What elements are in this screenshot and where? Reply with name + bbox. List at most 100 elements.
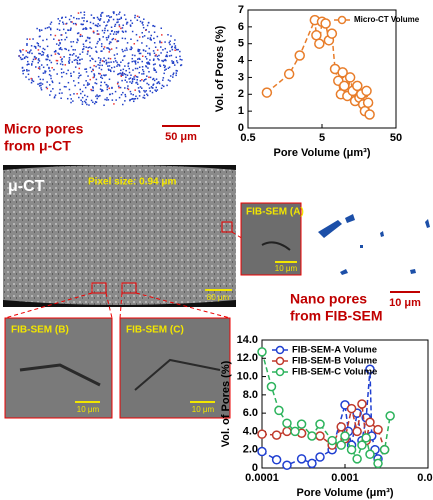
pore-dot [39, 78, 42, 81]
pore-dot [138, 66, 141, 68]
pore-dot [138, 95, 141, 97]
pore-dot [27, 73, 30, 76]
pore-dot [173, 64, 176, 66]
pore-dot [96, 30, 99, 32]
pore-dot [65, 72, 68, 75]
pore-dot [158, 54, 160, 57]
pore-dot [165, 54, 168, 56]
pore-dot [40, 88, 43, 91]
pore-dot [176, 61, 179, 64]
pore-dot [28, 63, 30, 66]
micro-label: Micro pores [4, 121, 84, 137]
pore-dot [135, 33, 138, 36]
pore-dot [147, 63, 149, 65]
pore-dot [142, 49, 145, 51]
pore-dot [135, 95, 137, 98]
pore-dot [35, 66, 37, 68]
pore-dot [83, 27, 85, 30]
pore-dot [38, 60, 41, 62]
pore-dot [73, 53, 75, 55]
pore-dot [147, 83, 150, 86]
pore-dot [156, 35, 159, 38]
pore-dot [101, 60, 104, 62]
ct-sample [3, 165, 236, 305]
pore-dot [78, 67, 81, 70]
data-point [282, 460, 292, 471]
pore-dot [46, 38, 48, 41]
pore-dot [60, 72, 63, 74]
pore-dot [167, 79, 170, 81]
pore-dot [92, 101, 94, 103]
pore-dot [110, 61, 112, 63]
pore-dot [40, 54, 43, 56]
pore-dot [99, 62, 101, 64]
pore-dot [153, 42, 156, 44]
pore-dot [70, 21, 72, 23]
pore-dot [105, 99, 108, 101]
pore-dot [79, 88, 82, 91]
pore-dot [40, 64, 43, 66]
pore-dot [88, 83, 91, 85]
pore-dot [76, 62, 79, 64]
x-tick-label: 0.0001 [245, 472, 279, 484]
pore-dot [95, 82, 98, 85]
data-point [365, 364, 375, 375]
pore-dot [46, 45, 49, 48]
pore-dot [124, 49, 126, 52]
pore-dot [85, 28, 88, 30]
pore-dot [58, 29, 61, 31]
pore-dot [92, 17, 95, 19]
pore-dot [99, 24, 101, 27]
pore-dot [31, 79, 33, 82]
pore-dot [70, 27, 72, 29]
pore-dot [165, 59, 167, 62]
pore-dot [153, 58, 155, 60]
pore-dot [58, 92, 61, 95]
data-point [315, 419, 325, 429]
pore-dot [148, 76, 150, 79]
pore-dot [107, 35, 110, 37]
pore-dot [132, 69, 134, 71]
pore-dot [111, 66, 113, 69]
scale-label: 10 μm [389, 297, 421, 309]
pore-dot [72, 49, 74, 51]
pore-dot [98, 67, 101, 69]
pore-dot [164, 58, 167, 61]
pore-dot [168, 66, 171, 68]
pore-dot [70, 45, 73, 48]
pore-dot [110, 41, 112, 44]
pore-dot [158, 82, 161, 85]
pore-dot [135, 82, 137, 84]
pore-dot [141, 66, 144, 68]
pore-dot [39, 52, 41, 55]
pore-dot [94, 82, 96, 84]
pore-dot [107, 85, 109, 87]
data-point [346, 444, 357, 455]
pore-dot [101, 77, 104, 80]
pore-dot [59, 42, 61, 44]
pore-dot [83, 11, 86, 13]
pore-dot [152, 78, 154, 81]
pore-dot [23, 57, 26, 60]
pore-dot [175, 56, 177, 59]
pore-dot [150, 34, 153, 37]
pore-dot [73, 80, 75, 82]
pore-dot [80, 11, 82, 14]
pore-dot [70, 101, 72, 104]
pore-dot [142, 70, 145, 73]
pore-dot [112, 33, 115, 35]
pore-dot [93, 76, 96, 78]
pore-dot [166, 84, 168, 87]
pore-dot [131, 57, 134, 60]
pore-dot [134, 61, 137, 64]
pore-dot [64, 16, 67, 19]
pore-dot [70, 75, 72, 77]
pore-dot [23, 56, 26, 59]
pore-dot [96, 16, 99, 19]
pore-dot [138, 36, 141, 38]
pore-dot [61, 61, 63, 63]
pore-dot [87, 46, 90, 49]
pore-dot [171, 48, 174, 51]
pore-dot [30, 77, 32, 80]
pore-dot [167, 34, 169, 36]
